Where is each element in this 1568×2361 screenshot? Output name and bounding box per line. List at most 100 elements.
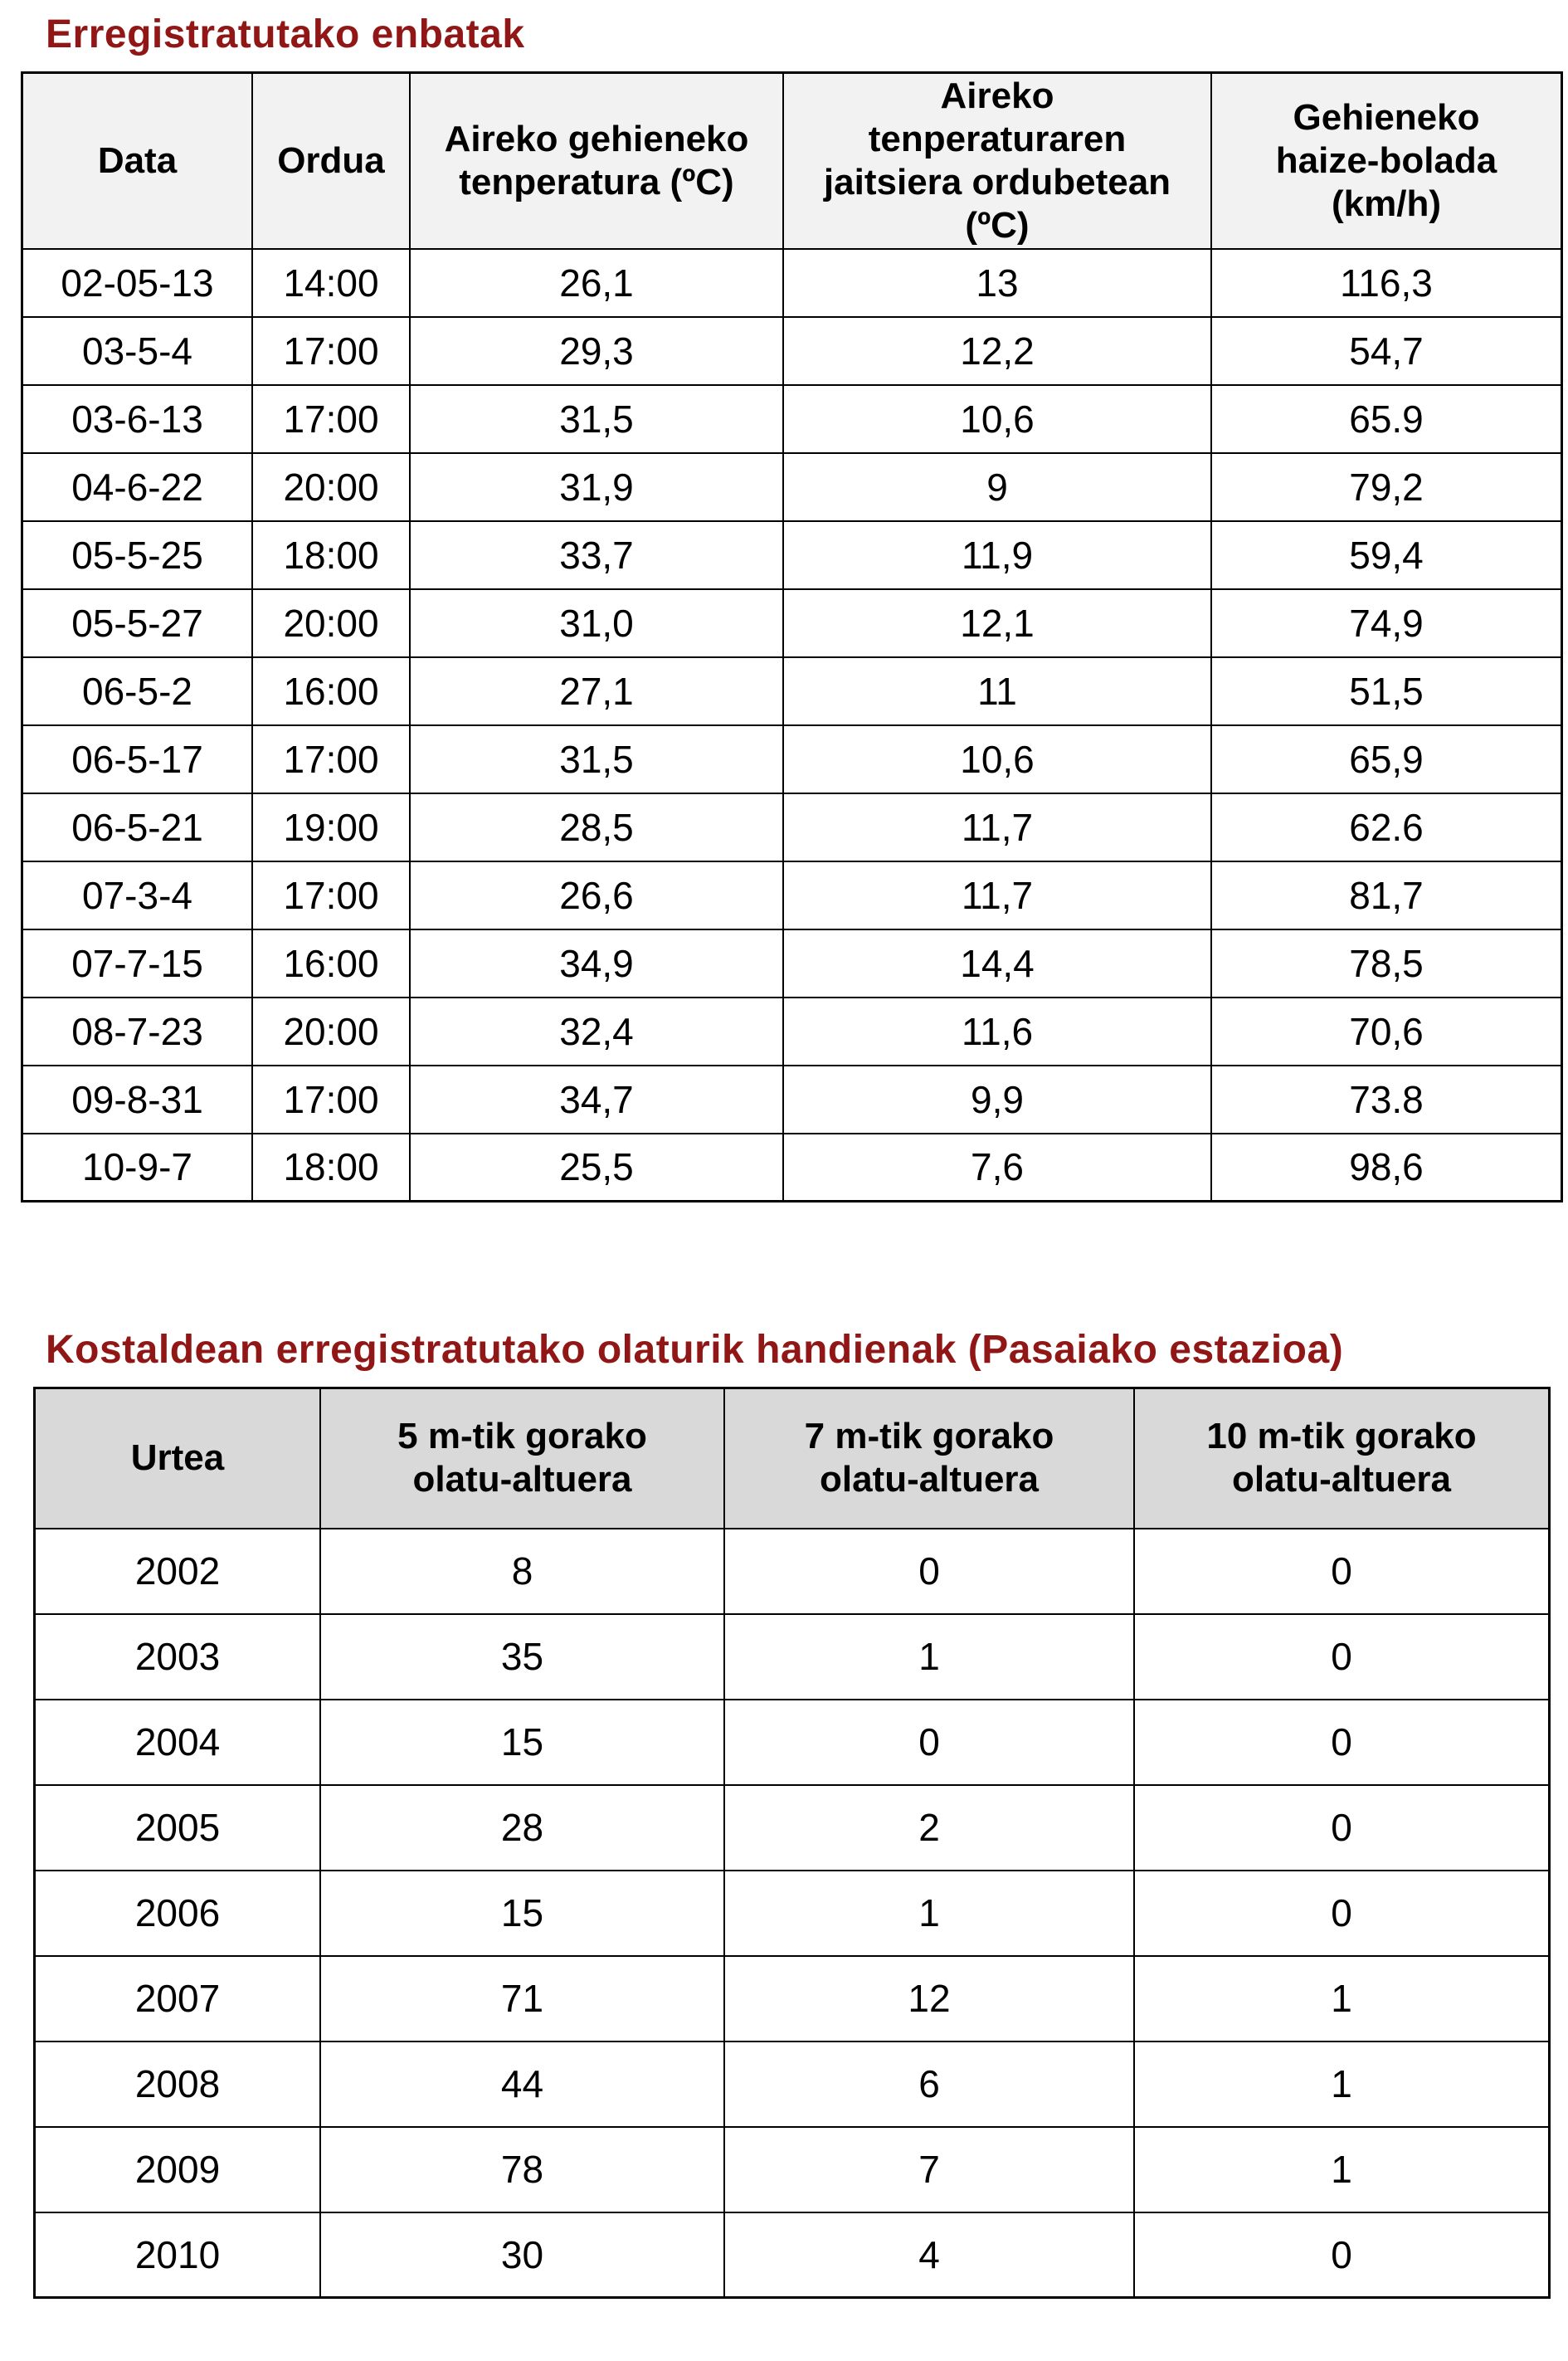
storms-table-title: Erregistratutako enbatak [46,12,525,56]
waves-table: Urtea 5 m-tik gorako olatu-altuera 7 m-tik… [33,1387,1551,2299]
table-cell: 08-7-23 [21,996,253,1066]
table-cell: 17:00 [251,383,411,454]
table-cell: 7 [723,2125,1135,2213]
table-cell: 31,9 [409,451,784,522]
waves-table-header: Urtea 5 m-tik gorako olatu-altuera 7 m-tik… [33,1387,1551,1529]
table-cell: 81,7 [1210,860,1563,930]
column-header: Urtea [33,1387,321,1529]
table-cell: 03-6-13 [21,383,253,454]
table-cell: 2002 [33,1527,321,1615]
table-cell: 73.8 [1210,1064,1563,1134]
table-cell: 14:00 [251,247,411,318]
table-row: 08-7-23 20:00 32,4 11,6 70,6 [21,996,1563,1066]
header-row: Data Ordua Aireko gehieneko tenperatura (º… [21,71,1563,250]
table-row: 2008 44 6 1 [33,2040,1551,2128]
table-cell: 0 [1133,2211,1551,2299]
table-cell: 2008 [33,2040,321,2128]
table-cell: 04-6-22 [21,451,253,522]
table-cell: 19:00 [251,792,411,862]
table-cell: 17:00 [251,860,411,930]
table-cell: 15 [319,1869,725,1957]
table-row: 06-5-2 16:00 27,1 11 51,5 [21,656,1563,726]
table-cell: 34,7 [409,1064,784,1134]
column-header: Data [21,71,253,250]
storms-table-header: Data Ordua Aireko gehieneko tenperatura (º… [21,71,1563,250]
table-cell: 07-7-15 [21,928,253,998]
table-cell: 10-9-7 [21,1132,253,1202]
table-cell: 10,6 [782,724,1212,794]
table-cell: 1 [1133,2125,1551,2213]
table-cell: 71 [319,1954,725,2042]
table-row: 07-3-4 17:00 26,6 11,7 81,7 [21,860,1563,930]
table-cell: 18:00 [251,1132,411,1202]
table-row: 03-6-13 17:00 31,5 10,6 65.9 [21,383,1563,454]
column-header: 7 m-tik gorako olatu-altuera [723,1387,1135,1529]
table-cell: 65,9 [1210,724,1563,794]
table-cell: 98,6 [1210,1132,1563,1202]
table-cell: 02-05-13 [21,247,253,318]
storms-table: Data Ordua Aireko gehieneko tenperatura (º… [21,71,1563,1202]
column-header: Ordua [251,71,411,250]
table-row: 06-5-21 19:00 28,5 11,7 62.6 [21,792,1563,862]
table-cell: 09-8-31 [21,1064,253,1134]
table-cell: 0 [723,1698,1135,1786]
table-cell: 25,5 [409,1132,784,1202]
table-cell: 26,1 [409,247,784,318]
table-row: 09-8-31 17:00 34,7 9,9 73.8 [21,1064,1563,1134]
table-cell: 2006 [33,1869,321,1957]
table-cell: 2005 [33,1783,321,1871]
table-row: 2006 15 1 0 [33,1869,1551,1957]
table-cell: 17:00 [251,315,411,386]
table-cell: 116,3 [1210,247,1563,318]
table-cell: 27,1 [409,656,784,726]
table-row: 2009 78 7 1 [33,2125,1551,2213]
table-cell: 30 [319,2211,725,2299]
table-row: 03-5-4 17:00 29,3 12,2 54,7 [21,315,1563,386]
table-cell: 0 [1133,1869,1551,1957]
table-cell: 05-5-27 [21,588,253,658]
table-row: 04-6-22 20:00 31,9 9 79,2 [21,451,1563,522]
table-row: 05-5-25 18:00 33,7 11,9 59,4 [21,520,1563,590]
table-cell: 6 [723,2040,1135,2128]
table-cell: 11,7 [782,860,1212,930]
table-cell: 34,9 [409,928,784,998]
table-cell: 20:00 [251,451,411,522]
table-cell: 4 [723,2211,1135,2299]
table-cell: 12,2 [782,315,1212,386]
table-cell: 28,5 [409,792,784,862]
table-row: 02-05-13 14:00 26,1 13 116,3 [21,247,1563,318]
header-row: Urtea 5 m-tik gorako olatu-altuera 7 m-tik… [33,1387,1551,1529]
table-cell: 65.9 [1210,383,1563,454]
table-cell: 16:00 [251,656,411,726]
table-cell: 9 [782,451,1212,522]
table-cell: 11 [782,656,1212,726]
table-cell: 32,4 [409,996,784,1066]
table-cell: 35 [319,1612,725,1700]
table-cell: 20:00 [251,588,411,658]
table-cell: 06-5-2 [21,656,253,726]
table-cell: 44 [319,2040,725,2128]
table-cell: 16:00 [251,928,411,998]
table-cell: 8 [319,1527,725,1615]
table-cell: 2 [723,1783,1135,1871]
column-header: Aireko tenperaturaren jaitsiera ordubete… [782,71,1212,250]
table-cell: 17:00 [251,1064,411,1134]
table-cell: 78,5 [1210,928,1563,998]
table-cell: 11,6 [782,996,1212,1066]
table-cell: 13 [782,247,1212,318]
table-cell: 06-5-17 [21,724,253,794]
table-cell: 31,5 [409,724,784,794]
table-cell: 07-3-4 [21,860,253,930]
table-cell: 29,3 [409,315,784,386]
table-cell: 06-5-21 [21,792,253,862]
table-row: 2010 30 4 0 [33,2211,1551,2299]
table-cell: 7,6 [782,1132,1212,1202]
table-cell: 12 [723,1954,1135,2042]
table-cell: 26,6 [409,860,784,930]
table-cell: 2007 [33,1954,321,2042]
table-cell: 1 [723,1869,1135,1957]
table-row: 05-5-27 20:00 31,0 12,1 74,9 [21,588,1563,658]
storms-table-body: 02-05-13 14:00 26,1 13 116,3 03-5-4 17:00 29,3 1… [21,247,1563,1202]
table-cell: 12,1 [782,588,1212,658]
